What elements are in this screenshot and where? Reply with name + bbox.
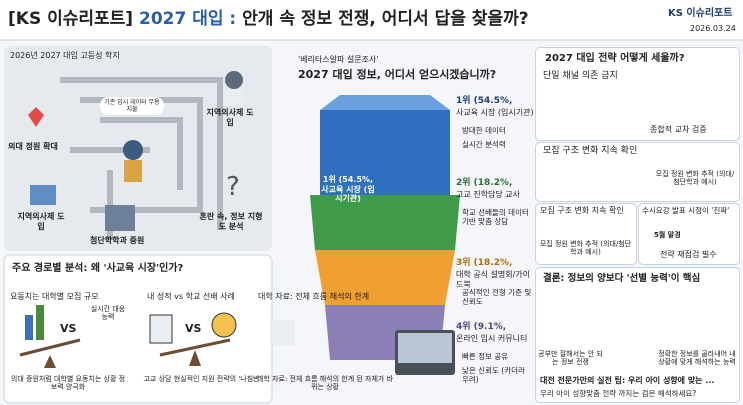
- rank-point: 방대한 데이터: [462, 126, 506, 135]
- step-result: 종합적 교차 검증: [650, 125, 707, 134]
- date: 2026.03.24: [690, 24, 736, 33]
- rank: 2위 (18.2%,: [456, 178, 513, 188]
- bubble: 기존 입시 데이터 무용지물: [100, 97, 164, 116]
- step-result: 전략 재점검 필수: [660, 250, 717, 259]
- maze-label: 의대 정원 확대: [8, 142, 58, 151]
- logo: KS 이슈리포트: [668, 8, 733, 19]
- panel: [535, 203, 637, 265]
- title-main: 2027 대입 :: [139, 9, 237, 29]
- col-note: 대학 자료: 전체 흐름 해석의 한계 된 자체가 바뀌는 상황: [256, 375, 394, 392]
- rank-source: 사교육 시장 (입시기관): [456, 108, 534, 117]
- tag: 첨단: [595, 223, 607, 230]
- col-heading: 요동치는 대학별 모집 규모: [10, 292, 99, 301]
- pyramid-label: 1위 (54.5%, 사교육 시장 (입시기관): [321, 175, 375, 204]
- rank-point: 학교 선배들의 데이터 기반 맞춤 상담: [462, 208, 529, 226]
- rank-source: 고교 진학담당 교사: [456, 190, 520, 199]
- side: 실시간 대응 능력: [90, 305, 126, 322]
- panel: [535, 267, 740, 403]
- step-result: 모집 정원 변화 추적 (의대/첨단학과 예시): [655, 170, 735, 187]
- rank-source: 대학 공식 설명회/가이드북: [456, 270, 531, 289]
- section-title: 결론: 정보의 양보다 '선별 능력'이 핵심: [543, 273, 701, 284]
- panel: [535, 142, 740, 202]
- rank-point: 빠른 정보 공유: [462, 352, 509, 361]
- title-tag: [KS 이슈리포트]: [8, 9, 134, 29]
- col-note: 의대 증원처럼 대학별 요동치는 상황 정보력 양극화: [10, 375, 126, 392]
- rank-source: 온라인 입시 커뮤니티: [456, 334, 528, 343]
- maze-label: 지역의사제 도입: [206, 108, 254, 127]
- source: '베리타스알파 설문조사': [298, 55, 379, 64]
- maze-label: 혼란 속, 정보 지형도 분석: [199, 212, 263, 231]
- survey-title: 2027 대입 정보, 어디서 얻으시겠습니까?: [298, 68, 497, 81]
- section-title: 2027 대입 전략 어떻게 세울까?: [545, 53, 685, 64]
- panel: [535, 47, 740, 141]
- panel: [638, 203, 740, 265]
- rank-point: 낮은 신뢰도 (카더라 우려): [462, 366, 525, 384]
- tip: 대전 전문가만의 실전 팁: 우리 아이 성향에 맞는 ...: [540, 376, 715, 385]
- title-rest: 안개 속 정보 전쟁, 어디서 답을 찾을까?: [242, 9, 529, 29]
- col-heading: 대학 자료: 전체 흐름 해석의 한계: [258, 292, 370, 301]
- rank-point: 실시간 분석력: [462, 140, 506, 149]
- rank: 3위 (18.2%,: [456, 258, 513, 268]
- step-title: 단일 채널 의존 금지: [543, 71, 618, 81]
- vs: VS: [60, 322, 77, 335]
- tip: 우리 아이 성향맞춤 전략 까지는 검은 해석하세요?: [540, 389, 697, 398]
- title: [KS 이슈리포트] 2027 대입 : 안개 속 정보 전쟁, 어디서 답을 …: [8, 9, 529, 29]
- rank: 1위 (54.5%,: [456, 96, 513, 106]
- step-title: 수시요강 발표 시점이 '진짜': [642, 206, 730, 215]
- section-title: 주요 경로별 분석: 왜 '사교육 시장'인가?: [12, 263, 184, 274]
- step-title: 모집 구조 변화 지속 확인: [540, 206, 624, 215]
- rank-point: 공식적인 전형 기준 및 신뢰도: [462, 288, 532, 306]
- date-tag: 5월 말경: [654, 231, 681, 239]
- tag: 의대: [555, 223, 567, 230]
- rank: 4위 (9.1%,: [456, 322, 507, 332]
- vs: VS: [185, 322, 202, 335]
- maze-label: 첨단학학과 증원: [90, 236, 145, 245]
- col-heading: 내 성적 vs 학교 선배 사례: [147, 292, 235, 301]
- conclusion-left: 공부만 잘해서는 안 되는 정보 전쟁: [538, 350, 603, 367]
- step-title: 모집 구조 변화 지속 확인: [543, 146, 638, 156]
- col-note: 고교 상담 현실적인 지원 전략의 '나침반': [143, 375, 262, 383]
- step-result: 모집 정원 변화 추적 (의대/첨단학과 예시): [539, 240, 632, 257]
- maze-label: 지역의사제 도입: [17, 212, 65, 231]
- caption: 2026년 2027 대입 고등성 학지: [10, 51, 120, 60]
- svg-text:?: ?: [226, 172, 240, 202]
- conclusion-right: 정확한 정보를 골라내어 내 상황에 맞게 해석하는 능력: [658, 350, 736, 367]
